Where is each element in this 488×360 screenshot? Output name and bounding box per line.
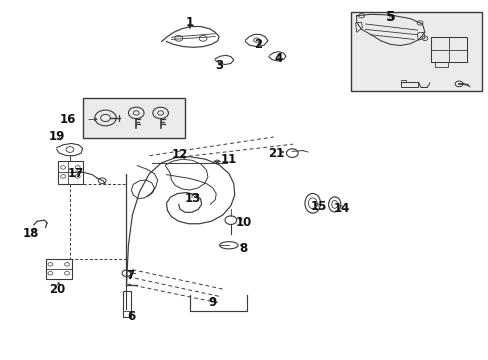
Text: 3: 3: [215, 59, 223, 72]
Text: 20: 20: [48, 283, 65, 296]
Bar: [430, 37, 467, 62]
Text: 14: 14: [333, 202, 349, 215]
Text: 11: 11: [220, 153, 237, 166]
Text: 9: 9: [208, 296, 217, 309]
Bar: [434, 62, 447, 67]
Bar: [58, 161, 82, 184]
Text: 19: 19: [48, 130, 65, 144]
Bar: [350, 12, 482, 91]
Text: 1: 1: [185, 17, 194, 30]
Text: 12: 12: [172, 148, 188, 161]
Text: 7: 7: [125, 269, 134, 282]
Text: 6: 6: [127, 310, 135, 324]
Bar: [45, 259, 72, 279]
Text: 8: 8: [239, 242, 247, 255]
Text: 2: 2: [254, 38, 262, 51]
Text: 5: 5: [385, 10, 395, 24]
Text: 4: 4: [274, 51, 282, 64]
Text: 18: 18: [23, 226, 39, 239]
Bar: [400, 80, 406, 82]
Text: 17: 17: [68, 167, 84, 180]
Text: 13: 13: [185, 192, 201, 205]
Bar: [400, 82, 417, 87]
Bar: [122, 291, 131, 317]
Text: 16: 16: [60, 113, 76, 126]
Bar: [82, 98, 184, 138]
Text: 10: 10: [235, 216, 251, 229]
Text: 21: 21: [267, 147, 284, 159]
Text: 15: 15: [310, 201, 326, 213]
